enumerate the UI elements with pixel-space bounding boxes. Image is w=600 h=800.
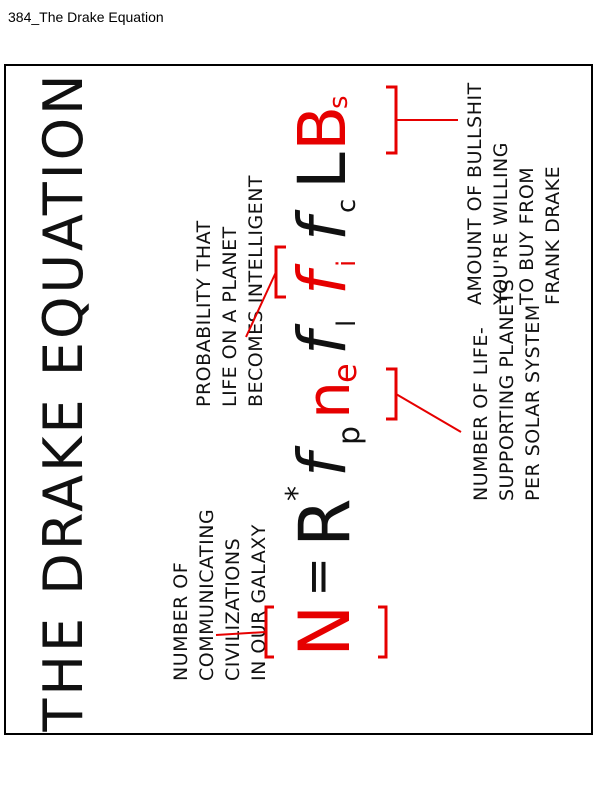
bracket-bs	[386, 85, 398, 155]
leader-n-line	[215, 631, 267, 636]
leader-fi	[245, 271, 277, 338]
leader-ne	[395, 393, 462, 433]
bracket-n-top	[264, 605, 274, 659]
rotated-comic-content: THE DRAKE EQUATION NUMBER OF COMMUNICATI…	[6, 66, 591, 733]
annotation-lines	[215, 85, 462, 659]
bracket-fi	[274, 245, 286, 299]
comic-panel: THE DRAKE EQUATION NUMBER OF COMMUNICATI…	[4, 64, 593, 735]
bracket-n	[378, 605, 388, 659]
bracket-ne	[386, 367, 398, 421]
page-title: 384_The Drake Equation	[8, 9, 164, 25]
